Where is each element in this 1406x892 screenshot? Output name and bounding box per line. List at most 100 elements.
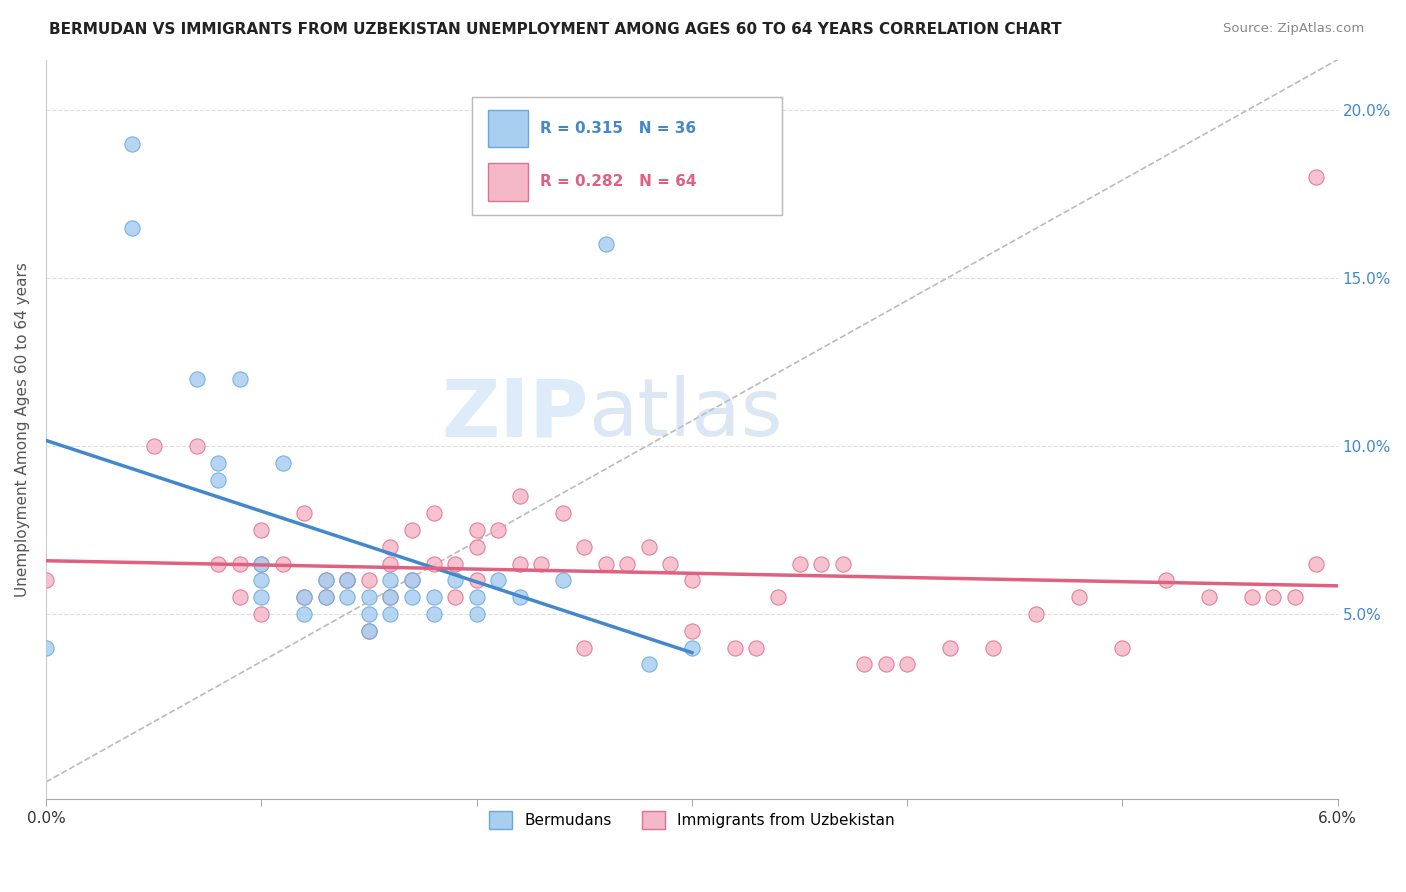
Point	[486, 523, 509, 537]
Point	[315, 574, 337, 588]
Point	[789, 557, 811, 571]
Point	[595, 237, 617, 252]
Point	[271, 557, 294, 571]
Point	[271, 456, 294, 470]
Point	[637, 657, 659, 672]
Point	[486, 574, 509, 588]
Point	[380, 557, 402, 571]
Point	[357, 624, 380, 638]
Point	[250, 574, 273, 588]
Legend: Bermudans, Immigrants from Uzbekistan: Bermudans, Immigrants from Uzbekistan	[482, 805, 901, 836]
Point	[422, 506, 444, 520]
Point	[142, 439, 165, 453]
Point	[292, 591, 315, 605]
Point	[465, 523, 488, 537]
Point	[1240, 591, 1263, 605]
Point	[336, 574, 359, 588]
Point	[401, 574, 423, 588]
Point	[659, 557, 682, 571]
Point	[939, 640, 962, 655]
Point	[121, 220, 143, 235]
Point	[810, 557, 832, 571]
Point	[1154, 574, 1177, 588]
Point	[207, 456, 229, 470]
Point	[509, 591, 531, 605]
Point	[465, 591, 488, 605]
Text: atlas: atlas	[589, 376, 783, 453]
Point	[509, 490, 531, 504]
Point	[336, 591, 359, 605]
Point	[229, 557, 252, 571]
Point	[530, 557, 553, 571]
Point	[229, 372, 252, 386]
Point	[465, 574, 488, 588]
Point	[121, 136, 143, 151]
Point	[1111, 640, 1133, 655]
Point	[1025, 607, 1047, 621]
Point	[574, 640, 596, 655]
Point	[250, 591, 273, 605]
Point	[444, 574, 467, 588]
Point	[422, 607, 444, 621]
Point	[875, 657, 897, 672]
Point	[229, 591, 252, 605]
Point	[250, 557, 273, 571]
Point	[315, 591, 337, 605]
Point	[853, 657, 876, 672]
Point	[401, 523, 423, 537]
Text: ZIP: ZIP	[441, 376, 589, 453]
Point	[1284, 591, 1306, 605]
Point	[401, 574, 423, 588]
Point	[207, 473, 229, 487]
Point	[574, 540, 596, 554]
Text: Source: ZipAtlas.com: Source: ZipAtlas.com	[1223, 22, 1364, 36]
Point	[595, 557, 617, 571]
Point	[315, 574, 337, 588]
Text: BERMUDAN VS IMMIGRANTS FROM UZBEKISTAN UNEMPLOYMENT AMONG AGES 60 TO 64 YEARS CO: BERMUDAN VS IMMIGRANTS FROM UZBEKISTAN U…	[49, 22, 1062, 37]
Point	[1069, 591, 1091, 605]
Point	[681, 624, 703, 638]
Point	[745, 640, 768, 655]
Point	[551, 506, 574, 520]
Point	[465, 540, 488, 554]
Point	[681, 640, 703, 655]
Point	[509, 557, 531, 571]
Point	[207, 557, 229, 571]
Point	[186, 439, 208, 453]
Point	[896, 657, 918, 672]
Point	[336, 574, 359, 588]
Point	[357, 574, 380, 588]
Point	[315, 591, 337, 605]
Point	[380, 591, 402, 605]
Point	[1305, 557, 1327, 571]
Point	[357, 624, 380, 638]
Point	[831, 557, 853, 571]
Point	[250, 523, 273, 537]
Point	[444, 557, 467, 571]
Point	[444, 591, 467, 605]
Point	[357, 591, 380, 605]
Point	[422, 591, 444, 605]
Point	[336, 574, 359, 588]
Point	[292, 591, 315, 605]
Point	[186, 372, 208, 386]
Point	[637, 540, 659, 554]
Point	[292, 607, 315, 621]
Point	[357, 607, 380, 621]
Point	[1305, 170, 1327, 185]
Point	[1263, 591, 1285, 605]
Point	[616, 557, 638, 571]
Point	[1198, 591, 1220, 605]
Point	[981, 640, 1004, 655]
Point	[380, 591, 402, 605]
Point	[380, 574, 402, 588]
Point	[35, 640, 58, 655]
Point	[292, 506, 315, 520]
Point	[401, 591, 423, 605]
Point	[35, 574, 58, 588]
Y-axis label: Unemployment Among Ages 60 to 64 years: Unemployment Among Ages 60 to 64 years	[15, 261, 30, 597]
Point	[766, 591, 789, 605]
Point	[681, 574, 703, 588]
Point	[551, 574, 574, 588]
Point	[465, 607, 488, 621]
